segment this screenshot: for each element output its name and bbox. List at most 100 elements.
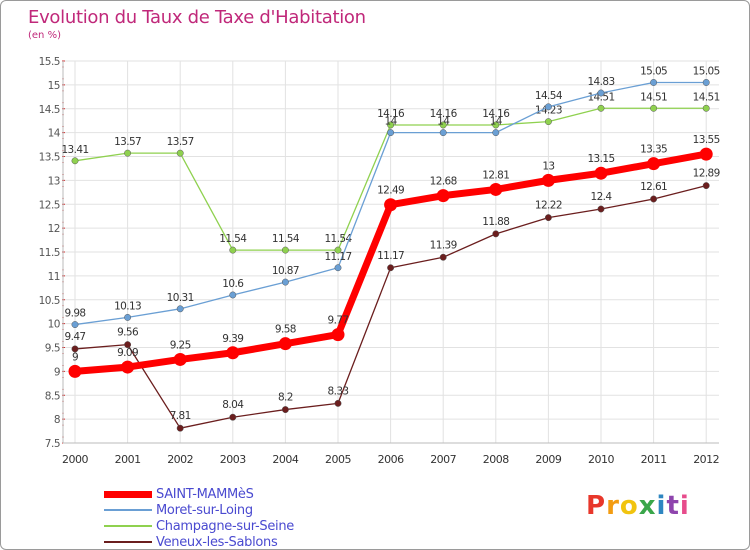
data-point xyxy=(281,246,289,254)
data-label: 11.88 xyxy=(482,216,509,228)
data-point xyxy=(229,246,237,254)
data-label: 14.23 xyxy=(535,105,562,117)
data-label: 14.16 xyxy=(482,108,510,120)
y-tick-label: 13.5 xyxy=(39,152,60,164)
data-label: 15.05 xyxy=(640,65,667,77)
logo-letter: i xyxy=(656,491,667,521)
legend-label: Champagne-sur-Seine xyxy=(156,518,294,534)
x-tick-label: 2008 xyxy=(483,453,509,466)
y-tick-label: 12 xyxy=(48,223,60,235)
data-label: 12.4 xyxy=(591,191,613,203)
data-label: 11.17 xyxy=(377,250,404,262)
data-label: 10.31 xyxy=(167,292,194,304)
data-label: 10.6 xyxy=(222,278,244,290)
data-point xyxy=(597,89,605,97)
data-label: 13.57 xyxy=(114,136,141,148)
data-point xyxy=(173,352,187,366)
data-label: 11.17 xyxy=(324,251,351,263)
data-point xyxy=(544,118,552,126)
data-label: 14.83 xyxy=(587,76,614,88)
data-label: 7.81 xyxy=(170,410,191,422)
data-label: 11.54 xyxy=(219,233,247,245)
data-point xyxy=(647,157,661,171)
x-tick-label: 2000 xyxy=(62,453,88,466)
data-label: 9.56 xyxy=(117,327,139,339)
x-tick-label: 2010 xyxy=(588,453,614,466)
data-point xyxy=(334,399,342,407)
y-tick-label: 8 xyxy=(54,414,60,426)
legend-item: Veneux-les-Sablons xyxy=(104,534,294,550)
logo-letter: t xyxy=(666,491,680,521)
data-point xyxy=(650,79,658,86)
data-label: 12.68 xyxy=(430,176,457,188)
data-label: 14.16 xyxy=(430,108,458,120)
legend-item: Champagne-sur-Seine xyxy=(104,518,294,534)
data-point xyxy=(439,253,447,261)
data-label: 12.49 xyxy=(377,185,404,197)
data-point xyxy=(334,246,342,254)
data-label: 14.51 xyxy=(693,91,720,103)
data-point xyxy=(597,104,605,112)
data-point xyxy=(492,230,500,238)
data-point xyxy=(492,129,500,137)
data-point xyxy=(71,157,79,165)
data-point xyxy=(124,149,132,157)
data-label: 11.54 xyxy=(324,233,352,245)
legend-swatch xyxy=(104,509,152,511)
data-label: 8.33 xyxy=(328,385,349,397)
data-label: 15.05 xyxy=(693,65,720,77)
x-tick-label: 2009 xyxy=(535,453,561,466)
legend-label: Moret-sur-Loing xyxy=(156,502,253,518)
data-label: 14 xyxy=(490,116,503,128)
legend-label: SAINT-MAMMèS xyxy=(156,486,254,502)
data-label: 13.57 xyxy=(167,136,194,148)
logo-letter: r xyxy=(606,491,620,521)
data-point xyxy=(176,305,184,313)
data-label: 10.87 xyxy=(272,265,299,277)
data-point xyxy=(229,291,237,299)
data-point xyxy=(71,345,79,353)
x-tick-label: 2011 xyxy=(641,453,667,466)
data-point xyxy=(281,406,289,414)
data-point xyxy=(650,195,658,203)
x-tick-label: 2004 xyxy=(272,453,298,466)
data-label: 9.98 xyxy=(65,308,86,320)
legend-item: Moret-sur-Loing xyxy=(104,502,294,518)
data-label: 9.47 xyxy=(65,331,86,343)
data-point xyxy=(124,341,132,349)
data-point xyxy=(492,121,500,129)
data-label: 9.25 xyxy=(170,339,191,351)
chart-title: Evolution du Taux de Taxe d'Habitation xyxy=(28,7,366,28)
data-label: 9.77 xyxy=(328,315,349,327)
data-point xyxy=(124,313,132,321)
data-label: 13 xyxy=(542,160,554,172)
data-point xyxy=(436,189,450,203)
x-tick-label: 2005 xyxy=(325,453,351,466)
data-point xyxy=(387,129,395,137)
data-label: 10.13 xyxy=(114,300,141,312)
y-tick-label: 15 xyxy=(48,80,60,92)
x-tick-label: 2003 xyxy=(220,453,246,466)
y-tick-label: 15.5 xyxy=(39,56,60,68)
legend-item: SAINT-MAMMèS xyxy=(104,486,294,502)
data-point xyxy=(176,149,184,157)
data-label: 13.35 xyxy=(640,144,667,156)
x-tick-label: 2006 xyxy=(378,453,404,466)
y-tick-label: 10.5 xyxy=(39,295,60,307)
y-tick-label: 9 xyxy=(54,366,60,378)
legend-swatch xyxy=(104,490,152,498)
y-tick-label: 10 xyxy=(48,319,60,331)
data-label: 13.41 xyxy=(61,144,88,156)
x-tick-label: 2007 xyxy=(430,453,456,466)
data-label: 13.55 xyxy=(693,134,720,146)
data-label: 12.89 xyxy=(693,168,720,180)
y-tick-label: 8.5 xyxy=(45,390,60,402)
logo-letter: x xyxy=(638,491,657,521)
data-point xyxy=(384,198,398,212)
data-point xyxy=(71,321,79,329)
chart-subtitle: (en %) xyxy=(28,30,61,41)
data-point xyxy=(68,364,82,378)
legend-label: Veneux-les-Sablons xyxy=(156,534,278,550)
legend-swatch xyxy=(104,541,152,543)
